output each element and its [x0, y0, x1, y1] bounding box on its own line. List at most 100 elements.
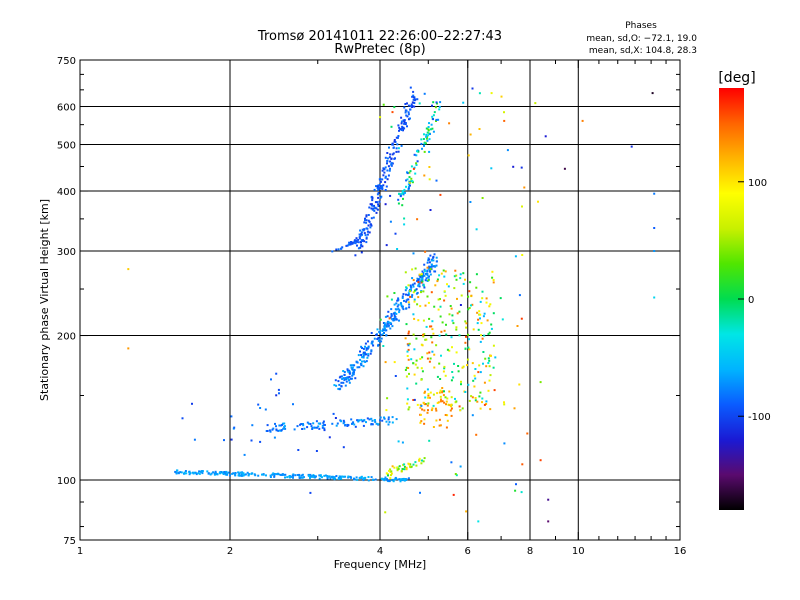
data-point: [443, 329, 446, 332]
data-point: [391, 421, 394, 424]
data-point: [434, 270, 437, 273]
data-point: [415, 164, 418, 166]
x-tick-label: 1: [77, 546, 83, 557]
data-point: [224, 472, 227, 475]
colorbar-tick-label: -100: [748, 412, 771, 423]
data-point: [309, 477, 311, 480]
data-point: [358, 236, 361, 239]
data-point: [378, 178, 381, 181]
data-point: [427, 129, 430, 132]
data-point: [420, 142, 423, 145]
data-point: [374, 420, 377, 423]
data-point: [396, 305, 399, 308]
data-point: [458, 334, 461, 337]
data-point: [367, 224, 370, 227]
data-point: [375, 207, 378, 210]
data-point: [416, 291, 419, 294]
data-point: [375, 211, 378, 214]
data-point: [359, 234, 362, 237]
data-point: [390, 163, 393, 166]
data-point: [416, 366, 419, 369]
data-point: [476, 311, 479, 314]
data-point: [428, 270, 431, 272]
data-point: [360, 475, 363, 478]
data-point: [492, 312, 495, 315]
data-point: [386, 160, 389, 163]
data-point: [311, 426, 314, 429]
data-point: [340, 247, 343, 250]
data-point: [400, 302, 402, 305]
data-point: [364, 217, 366, 220]
data-point: [405, 114, 408, 117]
data-point: [279, 473, 282, 476]
data-point: [251, 472, 254, 475]
data-point: [365, 241, 368, 244]
data-point: [429, 391, 432, 394]
data-point: [347, 475, 350, 478]
data-point: [401, 478, 404, 480]
data-point: [403, 127, 406, 130]
data-point: [381, 419, 384, 422]
data-point: [323, 429, 326, 432]
data-point: [456, 312, 459, 315]
data-point: [485, 297, 488, 300]
data-point: [450, 407, 453, 410]
data-point: [439, 400, 442, 403]
data-point: [403, 299, 405, 302]
data-point: [403, 188, 406, 191]
y-tick-label: 600: [57, 103, 76, 114]
data-point: [292, 476, 294, 479]
data-point: [430, 123, 433, 126]
data-point: [390, 313, 393, 315]
data-point: [368, 206, 371, 209]
data-point: [474, 377, 477, 380]
data-point: [386, 323, 389, 326]
data-point: [399, 128, 402, 131]
data-point: [450, 379, 453, 382]
data-point: [262, 473, 265, 476]
data-point: [441, 400, 444, 403]
data-point: [459, 277, 462, 280]
data-point: [279, 424, 282, 427]
data-point: [396, 466, 399, 469]
data-point: [371, 342, 374, 345]
data-point: [365, 227, 368, 230]
data-point: [427, 134, 430, 137]
data-point: [389, 167, 391, 170]
data-point: [461, 407, 464, 410]
data-point: [401, 468, 404, 470]
data-point: [409, 86, 412, 89]
data-point: [299, 423, 302, 426]
data-point: [382, 184, 385, 187]
data-point: [436, 280, 439, 283]
data-point: [402, 308, 405, 311]
data-point: [364, 234, 367, 237]
data-point: [409, 288, 412, 291]
data-point: [384, 511, 387, 514]
data-point: [232, 472, 235, 475]
data-point: [438, 334, 441, 337]
data-point: [384, 175, 387, 178]
data-point: [407, 187, 410, 190]
data-point: [488, 365, 491, 368]
data-point: [346, 377, 349, 380]
data-point: [431, 407, 434, 410]
data-point: [357, 241, 360, 244]
data-point: [388, 146, 390, 149]
data-point: [183, 472, 186, 475]
data-point: [363, 240, 366, 243]
data-point: [448, 349, 451, 352]
data-point: [340, 381, 343, 384]
data-point: [393, 361, 396, 364]
data-point: [464, 347, 467, 350]
data-point: [405, 179, 408, 182]
data-point: [382, 329, 385, 331]
data-point: [347, 378, 350, 381]
data-point: [387, 416, 390, 419]
data-point: [414, 461, 417, 464]
data-point: [434, 407, 437, 410]
data-point: [467, 383, 470, 386]
data-point: [407, 367, 410, 369]
data-point: [423, 133, 425, 136]
data-point: [471, 87, 474, 90]
